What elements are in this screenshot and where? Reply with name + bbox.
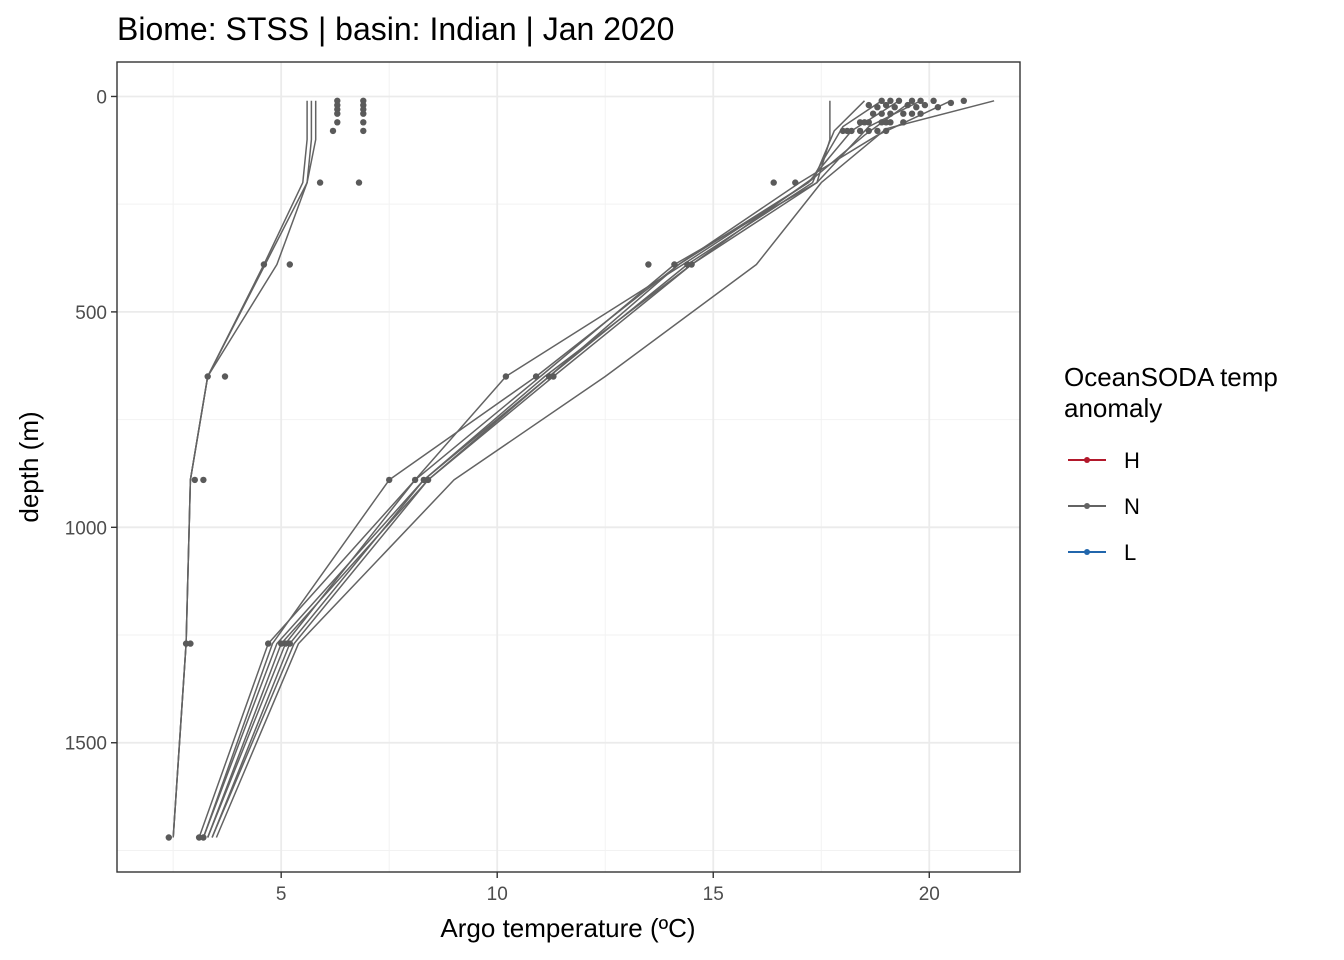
data-point bbox=[917, 97, 924, 105]
data-point bbox=[532, 373, 540, 380]
data-point bbox=[848, 127, 855, 135]
data-point bbox=[329, 127, 337, 135]
data-point bbox=[386, 476, 393, 484]
profile-line bbox=[211, 100, 921, 838]
legend: OceanSODA temp anomaly HNL bbox=[1064, 362, 1278, 565]
data-point bbox=[770, 179, 777, 186]
data-point bbox=[900, 119, 907, 126]
data-point bbox=[908, 110, 916, 117]
data-point bbox=[856, 119, 864, 126]
profile-line bbox=[207, 100, 913, 838]
legend-key-point bbox=[1084, 457, 1090, 463]
legend-label: N bbox=[1124, 494, 1140, 519]
data-point bbox=[200, 476, 207, 484]
data-point bbox=[334, 110, 341, 117]
data-point bbox=[286, 261, 293, 268]
data-point bbox=[792, 179, 799, 186]
data-point bbox=[221, 373, 229, 380]
data-point bbox=[865, 127, 872, 135]
data-point bbox=[286, 640, 293, 647]
data-point bbox=[200, 834, 207, 841]
data-point bbox=[411, 476, 419, 484]
data-point bbox=[878, 97, 885, 105]
y-axis-title: depth (m) bbox=[14, 411, 44, 522]
data-point bbox=[947, 99, 955, 107]
data-point bbox=[934, 104, 942, 111]
data-point bbox=[887, 119, 894, 126]
profile-line bbox=[215, 100, 995, 838]
data-point bbox=[265, 640, 272, 647]
plot-border bbox=[116, 61, 1021, 873]
legend-key-point bbox=[1084, 503, 1090, 509]
data-point bbox=[878, 119, 885, 126]
data-point bbox=[645, 261, 652, 268]
data-point bbox=[260, 261, 268, 268]
data-point bbox=[865, 101, 872, 109]
data-point bbox=[878, 110, 885, 117]
data-point bbox=[874, 127, 881, 135]
y-tick-label: 1000 bbox=[65, 518, 107, 539]
data-point bbox=[921, 101, 929, 109]
data-point bbox=[360, 110, 367, 117]
legend-title-line-1: OceanSODA temp bbox=[1064, 362, 1278, 392]
data-point bbox=[671, 261, 678, 268]
grid-layer bbox=[117, 62, 1020, 872]
data-point bbox=[204, 373, 211, 380]
plot-panel bbox=[117, 62, 1020, 872]
data-point bbox=[187, 640, 194, 647]
data-point bbox=[882, 101, 890, 109]
data-point bbox=[355, 179, 363, 186]
data-point bbox=[424, 476, 432, 484]
data-point bbox=[913, 104, 920, 111]
data-point bbox=[895, 97, 903, 105]
data-point bbox=[887, 110, 894, 117]
data-point bbox=[191, 476, 198, 484]
data-point bbox=[874, 104, 881, 111]
data-point bbox=[550, 373, 557, 380]
x-tick-label: 15 bbox=[703, 884, 724, 905]
y-tick-label: 0 bbox=[96, 87, 107, 108]
data-point bbox=[316, 179, 324, 186]
data-point bbox=[930, 97, 937, 105]
data-point bbox=[904, 101, 911, 109]
legend-title-line-2: anomaly bbox=[1064, 393, 1162, 423]
data-point bbox=[917, 110, 924, 117]
data-point bbox=[908, 97, 916, 105]
chart-title: Biome: STSS | basin: Indian | Jan 2020 bbox=[117, 11, 674, 47]
y-tick-label: 500 bbox=[75, 303, 107, 324]
data-point bbox=[900, 110, 907, 117]
data-layer bbox=[165, 97, 995, 841]
x-tick-label: 10 bbox=[487, 884, 508, 905]
profile-line bbox=[206, 100, 883, 838]
x-tick-label: 5 bbox=[276, 884, 287, 905]
y-tick-label: 1500 bbox=[65, 734, 107, 755]
data-point bbox=[869, 110, 877, 117]
legend-key-point bbox=[1084, 549, 1090, 555]
data-point bbox=[165, 834, 172, 841]
legend-label: H bbox=[1124, 448, 1140, 473]
data-point bbox=[865, 119, 872, 126]
data-point bbox=[882, 127, 890, 135]
legend-label: L bbox=[1124, 540, 1136, 565]
data-point bbox=[334, 119, 341, 126]
data-point bbox=[688, 261, 695, 268]
profile-line bbox=[211, 100, 952, 838]
data-point bbox=[360, 119, 367, 126]
axis-layer: 5 10 15 20 0 500 1000 1500 bbox=[65, 87, 940, 905]
profile-line bbox=[202, 100, 900, 838]
data-point bbox=[887, 97, 894, 105]
data-point bbox=[960, 97, 967, 105]
data-point bbox=[360, 127, 367, 135]
data-point bbox=[856, 127, 864, 135]
x-tick-label: 20 bbox=[919, 884, 940, 905]
x-axis-title: Argo temperature (ºC) bbox=[440, 913, 695, 943]
data-point bbox=[891, 104, 898, 111]
data-point bbox=[502, 373, 510, 380]
